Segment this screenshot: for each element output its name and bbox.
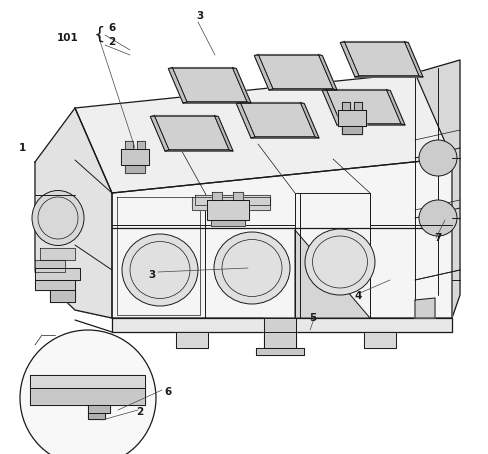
Text: 2: 2 bbox=[108, 37, 116, 47]
Polygon shape bbox=[35, 108, 112, 318]
Polygon shape bbox=[364, 332, 396, 348]
Polygon shape bbox=[254, 55, 337, 90]
Polygon shape bbox=[195, 195, 270, 205]
Polygon shape bbox=[207, 200, 249, 220]
Polygon shape bbox=[322, 89, 341, 125]
Polygon shape bbox=[125, 141, 133, 149]
Polygon shape bbox=[337, 124, 405, 125]
Ellipse shape bbox=[214, 232, 290, 304]
Polygon shape bbox=[35, 268, 80, 280]
Polygon shape bbox=[232, 67, 251, 103]
Text: 3: 3 bbox=[196, 11, 203, 21]
Polygon shape bbox=[112, 318, 452, 332]
Polygon shape bbox=[30, 388, 145, 405]
Polygon shape bbox=[236, 102, 255, 138]
Polygon shape bbox=[256, 348, 304, 355]
Polygon shape bbox=[342, 126, 362, 134]
Polygon shape bbox=[264, 332, 296, 348]
Polygon shape bbox=[340, 41, 359, 77]
Polygon shape bbox=[212, 192, 222, 200]
Polygon shape bbox=[35, 280, 75, 290]
Polygon shape bbox=[342, 102, 350, 110]
Polygon shape bbox=[355, 76, 423, 77]
Polygon shape bbox=[386, 89, 405, 125]
Polygon shape bbox=[75, 300, 452, 318]
Polygon shape bbox=[168, 67, 187, 103]
Polygon shape bbox=[264, 318, 296, 348]
Text: 4: 4 bbox=[354, 291, 362, 301]
Text: 101: 101 bbox=[57, 33, 79, 43]
Text: {: { bbox=[94, 26, 106, 44]
Text: 2: 2 bbox=[136, 407, 143, 417]
Polygon shape bbox=[354, 102, 362, 110]
Ellipse shape bbox=[305, 229, 375, 295]
Polygon shape bbox=[168, 69, 251, 103]
Polygon shape bbox=[50, 290, 75, 302]
Polygon shape bbox=[112, 158, 452, 318]
Polygon shape bbox=[269, 89, 337, 90]
Polygon shape bbox=[75, 73, 452, 193]
Polygon shape bbox=[176, 332, 208, 348]
Polygon shape bbox=[165, 150, 233, 151]
Polygon shape bbox=[137, 141, 145, 149]
Ellipse shape bbox=[122, 234, 198, 306]
Polygon shape bbox=[233, 192, 243, 200]
Polygon shape bbox=[342, 126, 362, 134]
Text: 6: 6 bbox=[108, 23, 116, 33]
Polygon shape bbox=[340, 43, 423, 77]
Polygon shape bbox=[318, 54, 337, 90]
Polygon shape bbox=[338, 110, 366, 126]
Polygon shape bbox=[354, 102, 362, 110]
Ellipse shape bbox=[419, 140, 457, 176]
Text: 7: 7 bbox=[434, 233, 442, 243]
Polygon shape bbox=[415, 60, 460, 318]
Polygon shape bbox=[125, 165, 145, 173]
Ellipse shape bbox=[419, 200, 457, 236]
Polygon shape bbox=[35, 260, 65, 272]
Polygon shape bbox=[254, 54, 273, 90]
Polygon shape bbox=[338, 110, 366, 126]
Polygon shape bbox=[88, 413, 105, 419]
Polygon shape bbox=[295, 230, 370, 318]
Polygon shape bbox=[211, 220, 245, 226]
Ellipse shape bbox=[32, 191, 84, 246]
Polygon shape bbox=[251, 137, 319, 138]
Polygon shape bbox=[150, 117, 233, 151]
Text: 1: 1 bbox=[19, 143, 26, 153]
Polygon shape bbox=[236, 104, 319, 138]
Polygon shape bbox=[183, 102, 251, 103]
Polygon shape bbox=[415, 298, 435, 318]
Polygon shape bbox=[322, 90, 405, 125]
Polygon shape bbox=[404, 41, 423, 77]
Polygon shape bbox=[192, 197, 270, 210]
Circle shape bbox=[20, 330, 156, 454]
Text: 6: 6 bbox=[164, 387, 172, 397]
Polygon shape bbox=[30, 375, 145, 388]
Polygon shape bbox=[88, 405, 110, 413]
Text: 5: 5 bbox=[309, 313, 317, 323]
Polygon shape bbox=[342, 102, 350, 110]
Polygon shape bbox=[40, 248, 75, 260]
Polygon shape bbox=[214, 115, 233, 151]
Polygon shape bbox=[150, 115, 169, 151]
Polygon shape bbox=[121, 149, 149, 165]
Polygon shape bbox=[300, 102, 319, 138]
Text: 3: 3 bbox=[148, 270, 156, 280]
